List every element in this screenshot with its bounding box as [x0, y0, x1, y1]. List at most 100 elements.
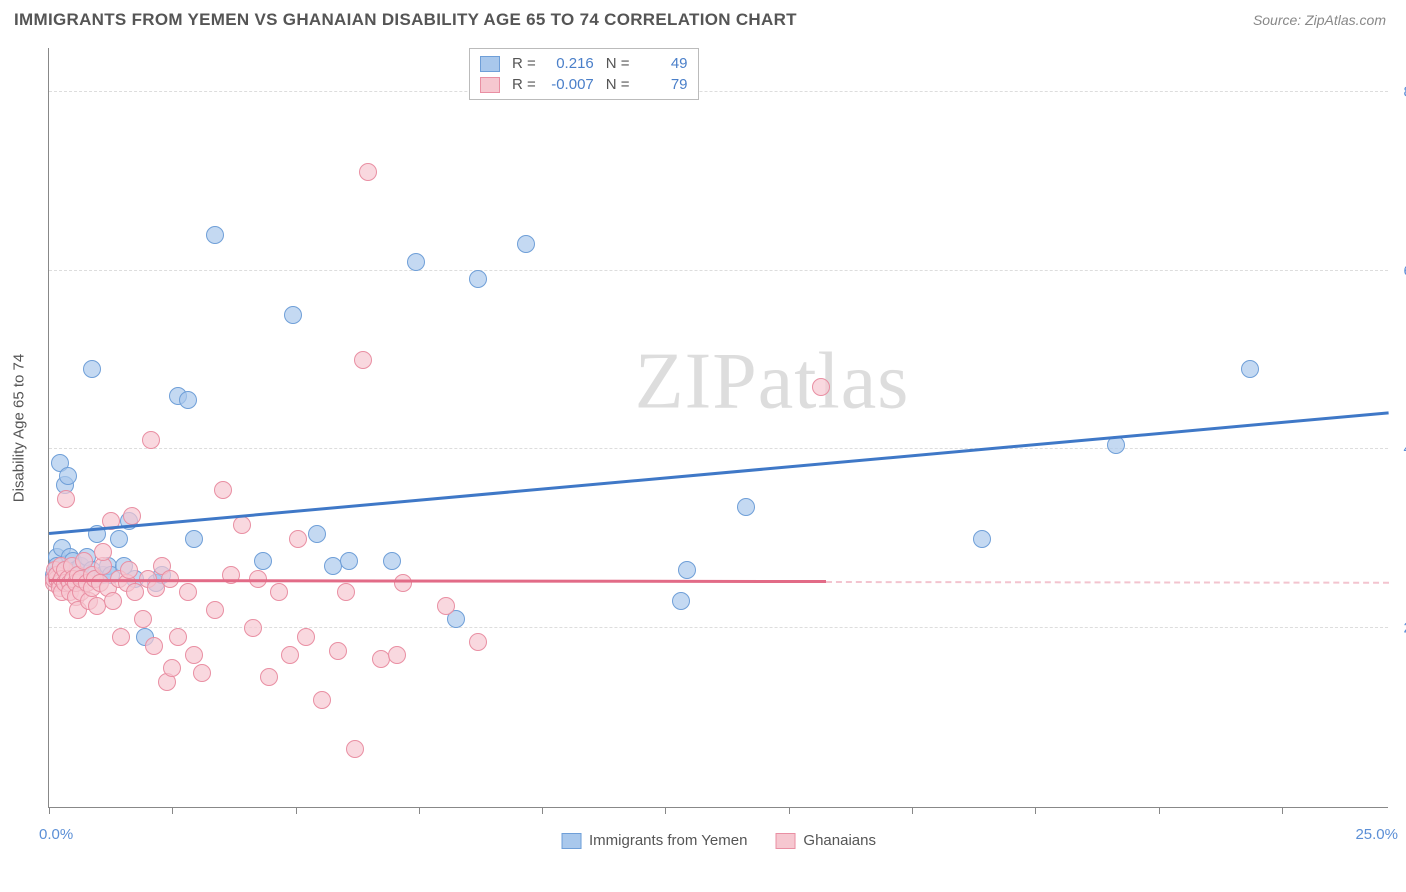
legend-series-name: Immigrants from Yemen	[589, 832, 747, 849]
scatter-point	[469, 633, 487, 651]
scatter-point	[185, 530, 203, 548]
y-axis-label: Disability Age 65 to 74	[11, 353, 28, 501]
scatter-point	[672, 592, 690, 610]
series-legend: Immigrants from Yemen Ghanaians	[561, 832, 876, 849]
legend-n-value: 49	[642, 55, 688, 72]
scatter-point	[123, 507, 141, 525]
scatter-point	[206, 226, 224, 244]
scatter-point	[359, 163, 377, 181]
scatter-point	[973, 530, 991, 548]
scatter-point	[284, 306, 302, 324]
chart-source: Source: ZipAtlas.com	[1253, 12, 1386, 28]
scatter-point	[346, 740, 364, 758]
legend-r-label: R =	[512, 55, 536, 72]
scatter-point	[193, 664, 211, 682]
legend-r-value: 0.216	[548, 55, 594, 72]
scatter-point	[678, 561, 696, 579]
trend-line	[49, 411, 1389, 534]
legend-swatch	[480, 56, 500, 72]
legend-row: R = -0.007 N = 79	[480, 74, 688, 95]
scatter-point	[59, 467, 77, 485]
trend-line-dashed	[826, 581, 1389, 584]
scatter-point	[337, 583, 355, 601]
legend-item: Ghanaians	[775, 832, 876, 849]
x-tick	[419, 807, 420, 814]
watermark-bold: ZIP	[635, 337, 758, 425]
scatter-point	[134, 610, 152, 628]
scatter-point	[179, 583, 197, 601]
x-tick	[1282, 807, 1283, 814]
scatter-point	[329, 642, 347, 660]
y-tick-label: 40.0%	[1392, 441, 1406, 458]
x-tick-label: 25.0%	[1355, 826, 1398, 843]
x-tick	[1035, 807, 1036, 814]
scatter-point	[281, 646, 299, 664]
x-tick	[49, 807, 50, 814]
scatter-point	[469, 270, 487, 288]
scatter-point	[812, 378, 830, 396]
legend-swatch	[775, 833, 795, 849]
watermark-thin: atlas	[758, 337, 910, 425]
scatter-point	[120, 561, 138, 579]
x-tick	[542, 807, 543, 814]
chart-header: IMMIGRANTS FROM YEMEN VS GHANAIAN DISABI…	[0, 0, 1406, 34]
legend-swatch	[480, 77, 500, 93]
scatter-point	[517, 235, 535, 253]
scatter-point	[126, 583, 144, 601]
x-tick	[789, 807, 790, 814]
legend-row: R = 0.216 N = 49	[480, 53, 688, 74]
scatter-point	[169, 628, 187, 646]
scatter-point	[270, 583, 288, 601]
scatter-chart: ZIPatlas Disability Age 65 to 74 R =0.21…	[48, 48, 1388, 808]
scatter-point	[94, 543, 112, 561]
scatter-point	[308, 525, 326, 543]
x-tick	[665, 807, 666, 814]
scatter-point	[394, 574, 412, 592]
scatter-point	[214, 481, 232, 499]
chart-title: IMMIGRANTS FROM YEMEN VS GHANAIAN DISABI…	[14, 10, 797, 30]
scatter-point	[185, 646, 203, 664]
scatter-point	[110, 530, 128, 548]
scatter-point	[104, 592, 122, 610]
y-tick-label: 80.0%	[1392, 83, 1406, 100]
y-tick-label: 60.0%	[1392, 262, 1406, 279]
x-tick	[296, 807, 297, 814]
scatter-point	[142, 431, 160, 449]
correlation-legend: R = 0.216 N = 49 R = -0.007 N = 79	[469, 48, 699, 100]
legend-n-label: N =	[606, 76, 630, 93]
scatter-point	[297, 628, 315, 646]
scatter-point	[57, 490, 75, 508]
scatter-point	[289, 530, 307, 548]
scatter-point	[145, 637, 163, 655]
scatter-point	[163, 659, 181, 677]
x-tick-label: 0.0%	[39, 826, 73, 843]
scatter-point	[1241, 360, 1259, 378]
legend-r-label: R =	[512, 76, 536, 93]
scatter-point	[388, 646, 406, 664]
scatter-point	[112, 628, 130, 646]
scatter-point	[407, 253, 425, 271]
scatter-point	[83, 360, 101, 378]
gridline	[49, 270, 1388, 271]
scatter-point	[233, 516, 251, 534]
scatter-point	[737, 498, 755, 516]
legend-swatch	[561, 833, 581, 849]
scatter-point	[383, 552, 401, 570]
legend-series-name: Ghanaians	[803, 832, 876, 849]
legend-item: Immigrants from Yemen	[561, 832, 747, 849]
scatter-point	[179, 391, 197, 409]
scatter-point	[206, 601, 224, 619]
scatter-point	[244, 619, 262, 637]
x-tick	[172, 807, 173, 814]
legend-r-value: -0.007	[548, 76, 594, 93]
legend-n-label: N =	[606, 55, 630, 72]
scatter-point	[313, 691, 331, 709]
gridline	[49, 448, 1388, 449]
scatter-point	[340, 552, 358, 570]
scatter-point	[437, 597, 455, 615]
legend-n-value: 79	[642, 76, 688, 93]
scatter-point	[260, 668, 278, 686]
scatter-point	[254, 552, 272, 570]
x-tick	[1159, 807, 1160, 814]
y-tick-label: 20.0%	[1392, 620, 1406, 637]
